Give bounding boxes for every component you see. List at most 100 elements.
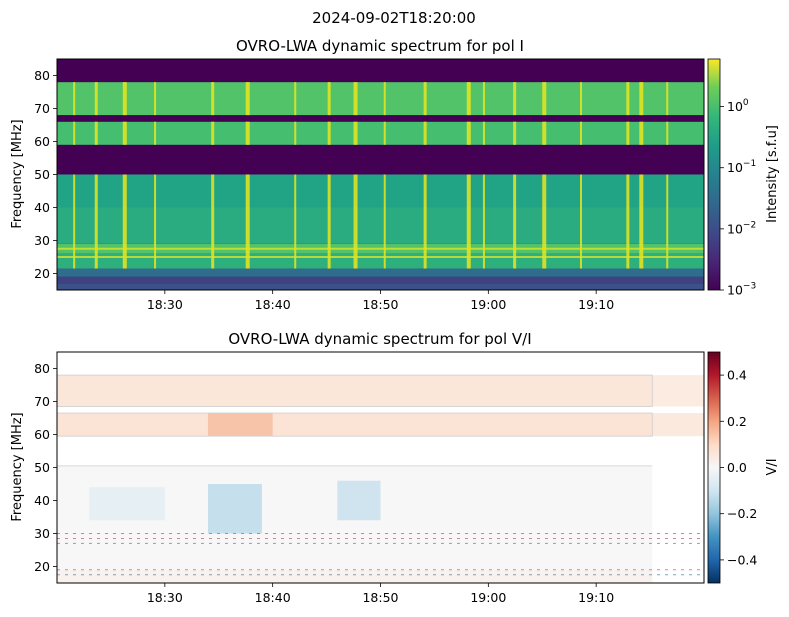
radio-burst bbox=[542, 174, 547, 269]
colorbar-tick-label: 10−1 bbox=[727, 159, 756, 175]
x-tick-label: 19:10 bbox=[578, 590, 614, 605]
radio-burst bbox=[245, 174, 250, 269]
polarization-region bbox=[337, 480, 381, 521]
radio-burst bbox=[542, 121, 547, 145]
colorbar-tick-label: 10−2 bbox=[727, 220, 756, 236]
heatmap-stokes-i bbox=[57, 59, 704, 290]
radio-burst bbox=[423, 121, 427, 145]
y-tick-label: 60 bbox=[34, 427, 50, 442]
radio-burst bbox=[294, 121, 297, 145]
band-outline bbox=[57, 412, 653, 437]
radio-burst bbox=[383, 121, 386, 145]
radio-burst bbox=[73, 121, 76, 145]
radio-burst bbox=[122, 174, 127, 269]
y-tick-label: 50 bbox=[34, 460, 50, 475]
band-outline bbox=[57, 374, 653, 407]
colorbar-tick-label: 10−3 bbox=[727, 282, 756, 298]
radio-burst bbox=[423, 82, 427, 116]
y-tick-label: 70 bbox=[34, 394, 50, 409]
y-axis-label-stokes-v-over-i: Frequency [MHz] bbox=[10, 412, 25, 521]
radio-burst bbox=[423, 174, 427, 269]
x-axis-stokes-v-over-i: 18:30 18:40 18:50 19:00 19:10 bbox=[147, 583, 614, 605]
radio-burst bbox=[73, 174, 76, 269]
y-axis-stokes-v-over-i: 20 30 40 50 60 70 80 bbox=[34, 361, 57, 574]
colorbar-tick-label: 0.2 bbox=[727, 414, 747, 429]
y-tick-label: 30 bbox=[34, 526, 50, 541]
frequency-band bbox=[57, 546, 653, 570]
y-tick-label: 20 bbox=[34, 559, 50, 574]
y-tick-label: 40 bbox=[34, 493, 50, 508]
y-tick-label: 70 bbox=[34, 101, 50, 116]
frequency-band bbox=[57, 533, 653, 547]
radio-burst bbox=[327, 121, 331, 145]
panel-stokes-i: OVRO-LWA dynamic spectrum for pol I 18:3… bbox=[10, 37, 780, 312]
colorbar-ticks-stokes-v-over-i: 0.4 0.2 0.0 −0.2 −0.4 bbox=[720, 368, 757, 567]
interference-line bbox=[57, 247, 704, 250]
radio-burst bbox=[211, 121, 215, 145]
radio-burst bbox=[579, 174, 582, 269]
radio-burst bbox=[639, 121, 644, 145]
panel-title-stokes-v-over-i: OVRO-LWA dynamic spectrum for pol V/I bbox=[228, 330, 531, 348]
radio-burst bbox=[94, 82, 98, 116]
radio-burst bbox=[122, 82, 127, 116]
radio-burst bbox=[154, 82, 157, 116]
radio-burst bbox=[626, 174, 630, 269]
figure-suptitle: 2024-09-02T18:20:00 bbox=[312, 9, 476, 27]
polarization-region bbox=[207, 413, 273, 437]
radio-burst bbox=[154, 121, 157, 145]
radio-burst bbox=[211, 174, 215, 269]
frequency-band bbox=[57, 283, 704, 290]
x-axis-stokes-i: 18:30 18:40 18:50 19:00 19:10 bbox=[147, 290, 614, 312]
radio-burst bbox=[383, 174, 386, 269]
x-tick-label: 18:30 bbox=[147, 297, 183, 312]
radio-burst bbox=[579, 82, 582, 116]
y-tick-label: 80 bbox=[34, 361, 50, 376]
radio-burst bbox=[94, 174, 98, 269]
radio-burst bbox=[383, 82, 386, 116]
x-tick-label: 19:00 bbox=[470, 297, 506, 312]
y-tick-label: 30 bbox=[34, 233, 50, 248]
radio-burst bbox=[353, 174, 358, 269]
radio-burst bbox=[327, 82, 331, 116]
radio-burst bbox=[353, 82, 358, 116]
radio-burst bbox=[482, 174, 485, 269]
colorbar-tick-label: −0.2 bbox=[727, 506, 757, 521]
colorbar-tick-label: −0.4 bbox=[727, 552, 757, 567]
colorbar-tick-label: 100 bbox=[727, 98, 749, 114]
frequency-band bbox=[57, 276, 704, 284]
frequency-band bbox=[57, 207, 704, 244]
y-tick-label: 20 bbox=[34, 266, 50, 281]
radio-burst bbox=[639, 82, 644, 116]
radio-burst bbox=[626, 82, 630, 116]
polarization-region bbox=[89, 487, 165, 521]
radio-burst bbox=[466, 121, 471, 145]
colorbar-label-stokes-i: Intensity [s.f.u] bbox=[765, 125, 780, 223]
x-tick-label: 18:50 bbox=[362, 590, 398, 605]
y-tick-label: 60 bbox=[34, 134, 50, 149]
radio-burst bbox=[639, 174, 644, 269]
y-tick-label: 80 bbox=[34, 68, 50, 83]
frequency-band bbox=[57, 115, 704, 122]
frequency-band bbox=[57, 268, 704, 277]
x-tick-label: 18:50 bbox=[362, 297, 398, 312]
radio-burst bbox=[513, 174, 517, 269]
radio-burst bbox=[579, 121, 582, 145]
x-tick-label: 18:40 bbox=[255, 297, 291, 312]
y-tick-label: 50 bbox=[34, 167, 50, 182]
radio-burst bbox=[294, 82, 297, 116]
frequency-band bbox=[57, 174, 704, 208]
radio-burst bbox=[626, 121, 630, 145]
panel-title-stokes-i: OVRO-LWA dynamic spectrum for pol I bbox=[236, 37, 524, 55]
polarization-region bbox=[57, 375, 704, 407]
radio-burst bbox=[466, 174, 471, 269]
radio-burst bbox=[666, 82, 669, 116]
radio-burst bbox=[94, 121, 98, 145]
radio-burst bbox=[513, 82, 517, 116]
radio-burst bbox=[245, 121, 250, 145]
radio-burst bbox=[211, 82, 215, 116]
x-tick-label: 18:40 bbox=[255, 590, 291, 605]
polarization-region bbox=[57, 413, 704, 437]
radio-burst bbox=[245, 82, 250, 116]
y-axis-stokes-i: 20 30 40 50 60 70 80 bbox=[34, 68, 57, 281]
